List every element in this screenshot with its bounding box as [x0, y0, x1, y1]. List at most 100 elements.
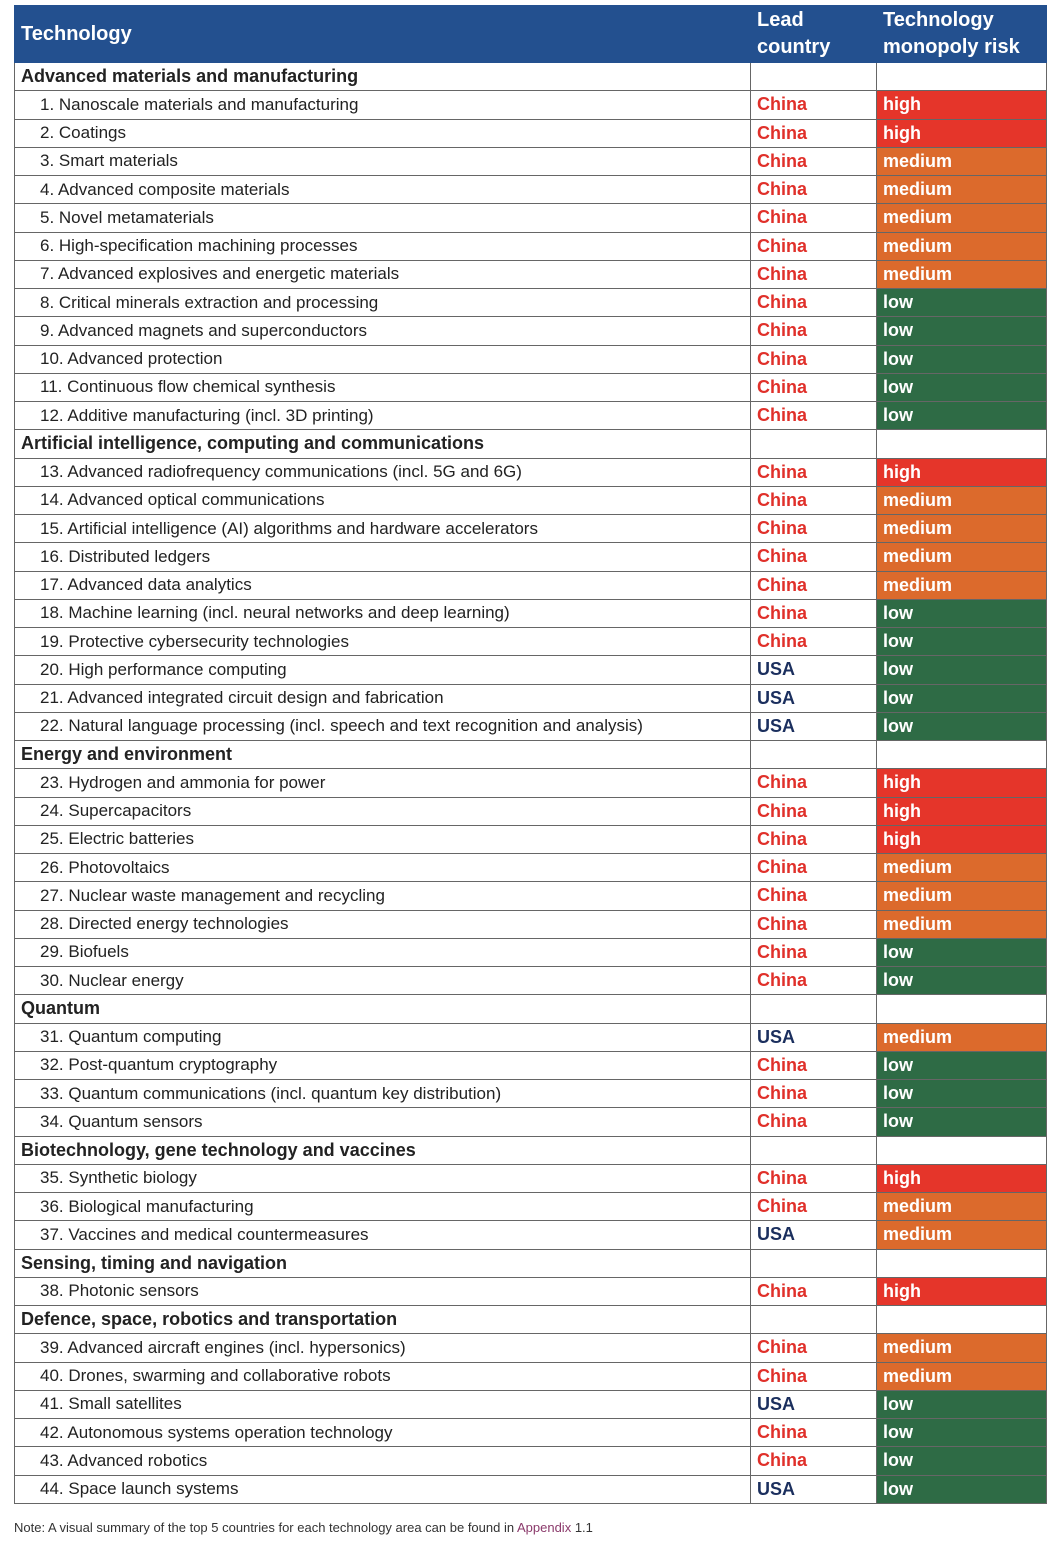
lead-country: China [750, 146, 877, 177]
item-row: 38. Photonic sensors China high [14, 1276, 1047, 1307]
lead-country: China [750, 1191, 877, 1222]
technology-name: 30. Nuclear energy [14, 965, 751, 996]
technology-name: 15. Artificial intelligence (AI) algorit… [14, 513, 751, 544]
section-row: Advanced materials and manufacturing [14, 61, 1047, 92]
lead-country: China [750, 796, 877, 826]
monopoly-risk: low [876, 937, 1047, 968]
monopoly-risk: medium [876, 852, 1047, 883]
item-row: 11. Continuous flow chemical synthesis Ch… [14, 372, 1047, 403]
item-row: 17. Advanced data analytics China medium [14, 570, 1047, 600]
lead-country: USA [750, 1389, 877, 1420]
monopoly-risk: low [876, 655, 1047, 685]
monopoly-risk: low [876, 626, 1047, 657]
item-row: 9. Advanced magnets and superconductors C… [14, 316, 1047, 346]
section-row: Quantum [14, 994, 1047, 1024]
monopoly-risk: medium [876, 1022, 1047, 1052]
lead-country: China [750, 231, 877, 261]
item-row: 26. Photovoltaics China medium [14, 852, 1047, 883]
monopoly-risk: medium [876, 881, 1047, 911]
technology-name: 43. Advanced robotics [14, 1446, 751, 1476]
monopoly-risk: high [876, 118, 1047, 148]
lead-country: China [750, 1361, 877, 1391]
technology-name: 16. Distributed ledgers [14, 542, 751, 572]
item-row: 21. Advanced integrated circuit design a… [14, 683, 1047, 713]
item-row: 5. Novel metamaterials China medium [14, 203, 1047, 233]
item-row: 15. Artificial intelligence (AI) algorit… [14, 513, 1047, 544]
monopoly-risk: medium [876, 259, 1047, 290]
item-row: 25. Electric batteries China high [14, 824, 1047, 855]
section-title: Advanced materials and manufacturing [14, 61, 751, 92]
monopoly-risk: medium [876, 174, 1047, 205]
note: Note: A visual summary of the top 5 coun… [14, 1520, 593, 1535]
empty-cell [750, 994, 877, 1024]
empty-cell [750, 61, 877, 92]
monopoly-risk: low [876, 1474, 1047, 1504]
item-row: 40. Drones, swarming and collaborative r… [14, 1361, 1047, 1391]
lead-country: China [750, 852, 877, 883]
item-row: 14. Advanced optical communications China… [14, 485, 1047, 516]
technology-name: 23. Hydrogen and ammonia for power [14, 768, 751, 798]
technology-name: 7. Advanced explosives and energetic mat… [14, 259, 751, 290]
lead-country: USA [750, 1220, 877, 1250]
technology-name: 28. Directed energy technologies [14, 909, 751, 939]
empty-cell [876, 1248, 1047, 1278]
monopoly-risk: high [876, 768, 1047, 798]
item-row: 27. Nuclear waste management and recycli… [14, 881, 1047, 911]
lead-country: China [750, 824, 877, 855]
header-row: Technology Lead country Technology monop… [14, 5, 1047, 63]
item-row: 30. Nuclear energy China low [14, 965, 1047, 996]
technology-name: 9. Advanced magnets and superconductors [14, 316, 751, 346]
empty-cell [876, 1135, 1047, 1165]
technology-name: 41. Small satellites [14, 1389, 751, 1420]
empty-cell [876, 61, 1047, 92]
section-title: Quantum [14, 994, 751, 1024]
lead-country: China [750, 457, 877, 487]
technology-name: 21. Advanced integrated circuit design a… [14, 683, 751, 713]
note-text: Note: A visual summary of the top 5 coun… [14, 1520, 515, 1535]
technology-name: 29. Biofuels [14, 937, 751, 968]
lead-country: China [750, 174, 877, 205]
lead-country: USA [750, 655, 877, 685]
item-row: 32. Post-quantum cryptography China low [14, 1050, 1047, 1081]
monopoly-risk: low [876, 1417, 1047, 1448]
section-row: Defence, space, robotics and transportat… [14, 1304, 1047, 1335]
header-lead-country: Lead country [750, 5, 877, 63]
lead-country: China [750, 372, 877, 403]
technology-name: 5. Novel metamaterials [14, 203, 751, 233]
section-title: Energy and environment [14, 739, 751, 770]
lead-country: China [750, 909, 877, 939]
technology-name: 27. Nuclear waste management and recycli… [14, 881, 751, 911]
monopoly-risk: low [876, 1107, 1047, 1137]
monopoly-risk: low [876, 683, 1047, 713]
technology-name: 20. High performance computing [14, 655, 751, 685]
section-row: Energy and environment [14, 739, 1047, 770]
monopoly-risk: low [876, 344, 1047, 374]
lead-country: China [750, 1446, 877, 1476]
monopoly-risk: low [876, 372, 1047, 403]
monopoly-risk: high [876, 90, 1047, 120]
technology-name: 2. Coatings [14, 118, 751, 148]
item-row: 3. Smart materials China medium [14, 146, 1047, 177]
technology-name: 22. Natural language processing (incl. s… [14, 711, 751, 742]
section-row: Sensing, timing and navigation [14, 1248, 1047, 1278]
monopoly-risk: medium [876, 485, 1047, 516]
lead-country: China [750, 626, 877, 657]
item-row: 18. Machine learning (incl. neural netwo… [14, 598, 1047, 629]
section-title: Sensing, timing and navigation [14, 1248, 751, 1278]
item-row: 4. Advanced composite materials China medi… [14, 174, 1047, 205]
section-title: Defence, space, robotics and transportat… [14, 1304, 751, 1335]
empty-cell [750, 1135, 877, 1165]
technology-name: 40. Drones, swarming and collaborative r… [14, 1361, 751, 1391]
monopoly-risk: medium [876, 542, 1047, 572]
lead-country: China [750, 259, 877, 290]
technology-name: 14. Advanced optical communications [14, 485, 751, 516]
monopoly-risk: low [876, 400, 1047, 431]
item-row: 22. Natural language processing (incl. s… [14, 711, 1047, 742]
appendix-link[interactable]: Appendix [516, 1520, 572, 1535]
item-row: 10. Advanced protection China low [14, 344, 1047, 374]
item-row: 33. Quantum communications (incl. quantu… [14, 1078, 1047, 1109]
monopoly-risk: medium [876, 909, 1047, 939]
technology-name: 39. Advanced aircraft engines (incl. hyp… [14, 1333, 751, 1363]
monopoly-risk: medium [876, 570, 1047, 600]
